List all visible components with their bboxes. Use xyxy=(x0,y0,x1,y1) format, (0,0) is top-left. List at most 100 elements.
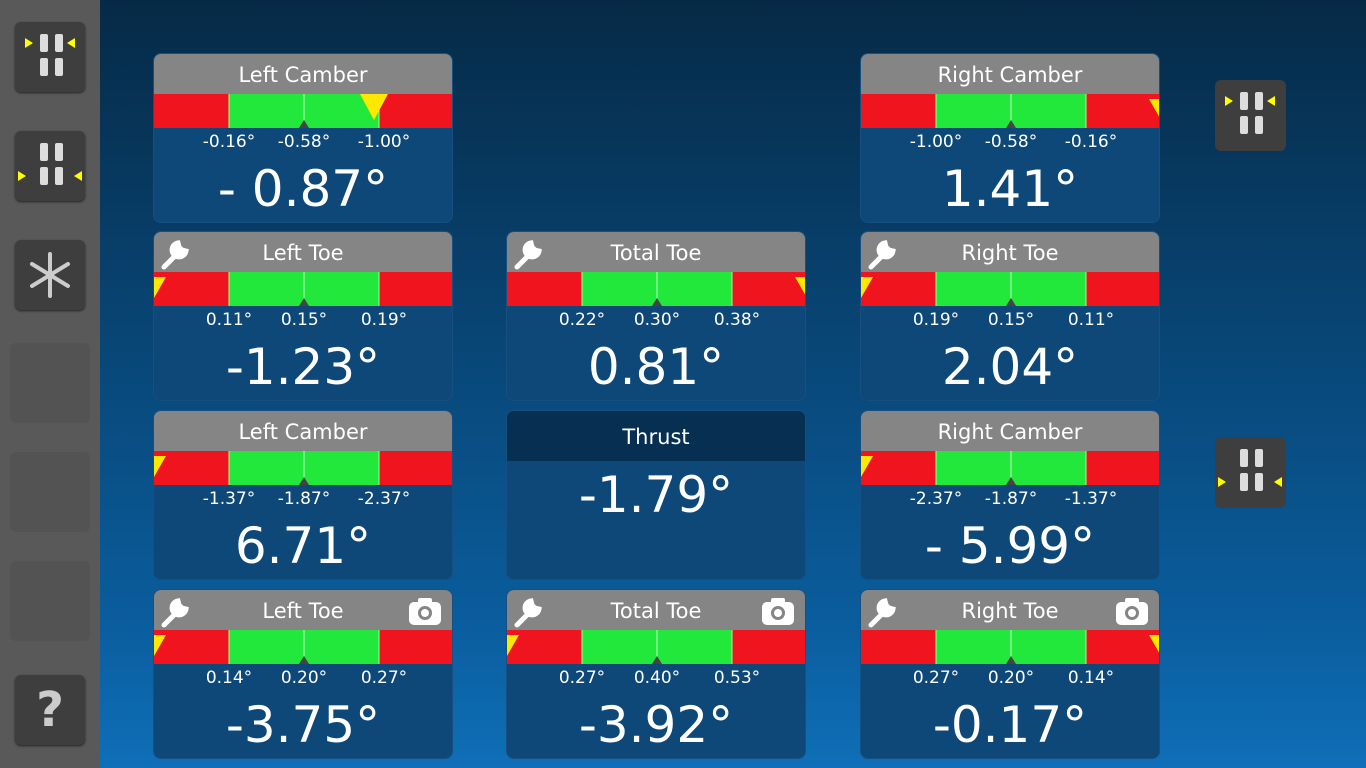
range-label: 0.38° xyxy=(713,310,761,330)
range-label: 0.20° xyxy=(987,668,1035,688)
reading-pointer xyxy=(1149,99,1159,117)
panel-value: -1.23° xyxy=(225,338,381,396)
center-marker xyxy=(299,656,309,664)
range-bar xyxy=(154,630,452,664)
range-label: 0.19° xyxy=(360,310,408,330)
range-label: 0.15° xyxy=(987,310,1035,330)
wrench-shape xyxy=(161,598,189,628)
red-zone xyxy=(1086,451,1159,485)
red-zone xyxy=(507,630,582,664)
panel-value: -1.79° xyxy=(578,466,734,524)
panel-title: Right Toe xyxy=(861,590,1159,630)
red-zone xyxy=(154,451,229,485)
red-zone xyxy=(379,451,452,485)
camera-icon xyxy=(409,598,441,625)
range-label: -1.37° xyxy=(1064,489,1118,509)
sidebar: ? xyxy=(0,0,100,768)
range-bar xyxy=(861,451,1159,485)
range-label: -2.37° xyxy=(357,489,411,509)
wrench-shape xyxy=(514,240,542,270)
panel-value: - 0.87° xyxy=(217,160,389,218)
red-zone xyxy=(154,272,229,306)
red-zone xyxy=(154,630,229,664)
icon xyxy=(1218,449,1282,491)
panel-title: Total Toe xyxy=(507,590,805,630)
wrench-shape xyxy=(161,240,189,270)
empty-button xyxy=(10,343,90,423)
red-zone xyxy=(379,272,452,306)
reading-pointer xyxy=(154,635,166,656)
panel-value: 6.71° xyxy=(234,517,372,575)
measurement-panel: Total Toe 0.27° 0.40° 0.53° -3.92° xyxy=(506,589,806,759)
range-label: 0.19° xyxy=(912,310,960,330)
reading-pointer xyxy=(861,456,873,477)
wrench-icon xyxy=(868,240,896,270)
center-marker xyxy=(1006,477,1016,485)
empty-button xyxy=(10,452,90,532)
red-zone xyxy=(1086,272,1159,306)
wrench-icon xyxy=(161,598,189,628)
rear-wheels-button[interactable] xyxy=(1215,437,1286,508)
red-zone xyxy=(154,94,229,128)
front-wheels-button[interactable] xyxy=(1215,80,1286,151)
center-marker xyxy=(652,298,662,306)
measurement-panel: Right Toe 0.27° 0.20° 0.14° -0.17° xyxy=(860,589,1160,759)
panel-title: Right Camber xyxy=(861,411,1159,451)
camera-top xyxy=(771,598,785,604)
panel-value: - 5.99° xyxy=(924,517,1096,575)
range-label: 0.11° xyxy=(205,310,253,330)
wrench-icon xyxy=(514,598,542,628)
panel-title: Total Toe xyxy=(507,232,805,272)
range-label: 0.14° xyxy=(205,668,253,688)
range-label: 0.27° xyxy=(360,668,408,688)
red-zone xyxy=(861,94,936,128)
panel-title: Right Camber xyxy=(861,54,1159,94)
red-zone xyxy=(1086,94,1159,128)
range-bar xyxy=(507,272,805,306)
panel-value: 1.41° xyxy=(941,160,1079,218)
red-zone xyxy=(379,630,452,664)
measurement-panel: Right Camber -2.37° -1.87° -1.37° - 5.99° xyxy=(860,410,1160,580)
camera-lens-inner xyxy=(1128,609,1136,617)
empty-button xyxy=(10,561,90,641)
help-button[interactable]: ? xyxy=(15,675,85,745)
center-marker xyxy=(299,477,309,485)
center-marker xyxy=(1006,120,1016,128)
freeze-button[interactable] xyxy=(15,240,85,310)
range-label: -0.16° xyxy=(1064,132,1118,152)
camera-top xyxy=(1125,598,1139,604)
range-label: 0.22° xyxy=(558,310,606,330)
icon xyxy=(25,34,75,76)
red-zone xyxy=(507,272,582,306)
panel-title: Left Camber xyxy=(154,54,452,94)
range-bar xyxy=(507,630,805,664)
reading-pointer xyxy=(154,277,166,298)
panel-title: Left Toe xyxy=(154,232,452,272)
reading-pointer xyxy=(507,635,519,656)
center-marker xyxy=(299,298,309,306)
range-bar xyxy=(154,94,452,128)
rear-wheels-button[interactable] xyxy=(15,131,85,201)
camera-icon xyxy=(762,598,794,625)
range-label: -0.58° xyxy=(277,132,331,152)
camera-icon xyxy=(1116,598,1148,625)
range-bar xyxy=(861,272,1159,306)
wrench-icon xyxy=(161,240,189,270)
wrench-shape xyxy=(868,598,896,628)
reading-pointer xyxy=(360,94,388,120)
camera-lens-inner xyxy=(421,609,429,617)
range-label: 0.27° xyxy=(558,668,606,688)
red-zone xyxy=(379,94,452,128)
range-label: 0.15° xyxy=(280,310,328,330)
range-label: 0.14° xyxy=(1067,668,1115,688)
icon xyxy=(18,143,82,185)
red-zone xyxy=(1086,630,1159,664)
measurement-panel: Right Camber -1.00° -0.58° -0.16° 1.41° xyxy=(860,53,1160,223)
range-label: -2.37° xyxy=(909,489,963,509)
range-bar xyxy=(154,272,452,306)
range-label: -1.00° xyxy=(909,132,963,152)
front-wheels-button[interactable] xyxy=(15,22,85,92)
camera-top xyxy=(418,598,432,604)
range-label: -1.00° xyxy=(357,132,411,152)
